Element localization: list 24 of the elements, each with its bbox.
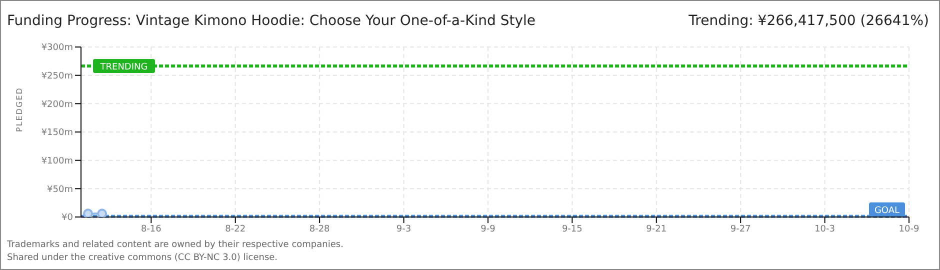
text: Shared under the creative commons (CC BY-NC 3.0) license.	[7, 252, 279, 265]
text: Trademarks and related content are owned by their respective companies.	[7, 239, 344, 252]
x-tick-label: 9-3	[396, 224, 412, 234]
x-tick-label: 9-15	[562, 224, 582, 234]
x-tick-label: 9-27	[730, 224, 751, 234]
x-tick-label: 10-9	[898, 224, 920, 234]
y-tick-label: ¥200m	[41, 100, 73, 110]
ref-line-label: TRENDING	[99, 62, 148, 73]
ref-line-label: GOAL	[874, 206, 900, 216]
y-tick-label: ¥100m	[41, 156, 73, 167]
x-tick-label: 8-22	[225, 224, 246, 234]
y-tick-label: ¥300m	[41, 43, 73, 54]
x-tick-label: 8-16	[140, 224, 162, 234]
chart-title: Funding Progress: Vintage Kimono Hoodie: Choose Your One-of-a-Kind Style	[7, 13, 536, 29]
chart-subtitle: Trending: ¥266,417,500 (26641%)	[688, 13, 929, 29]
y-tick-label: ¥250m	[41, 72, 73, 82]
y-tick-label: ¥150m	[41, 128, 73, 138]
y-tick-label: ¥50m	[47, 184, 73, 195]
x-tick-label: 10-3	[814, 224, 836, 234]
x-tick-label: 9-9	[480, 224, 496, 234]
x-tick-label: 9-21	[646, 224, 667, 234]
y-tick-label: ¥0	[62, 213, 74, 224]
y-axis-title: PLEDGED	[14, 87, 24, 132]
x-tick-label: 8-28	[309, 224, 330, 234]
